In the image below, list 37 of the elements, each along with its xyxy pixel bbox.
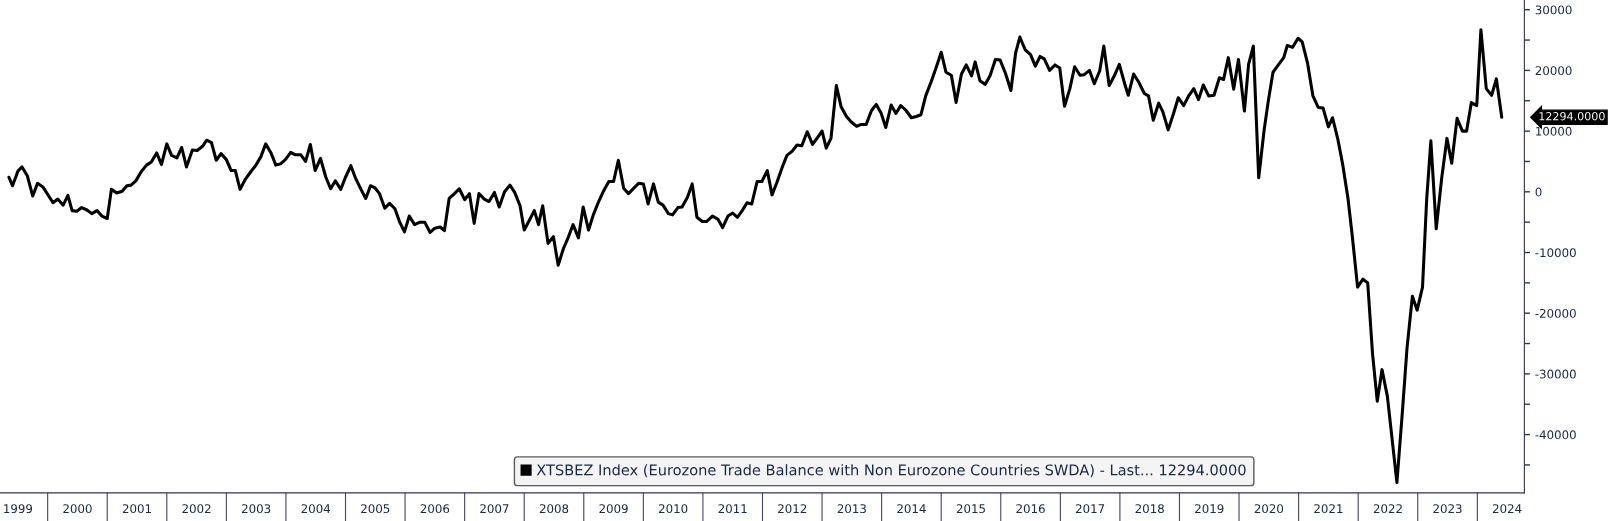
y-tick-label: -10000 — [1535, 248, 1576, 258]
x-tick-label: 2012 — [778, 504, 807, 514]
y-tick-label: 10000 — [1536, 126, 1572, 136]
x-tick-label: 2019 — [1195, 504, 1224, 514]
x-tick-label: 2013 — [837, 504, 866, 514]
x-tick-label: 2010 — [658, 504, 688, 514]
x-tick-label: 2017 — [1075, 504, 1105, 514]
x-tick-label: 2001 — [122, 504, 151, 514]
x-tick-label: 2004 — [301, 504, 331, 514]
x-tick-label: 2011 — [718, 504, 747, 514]
x-tick-label: 2020 — [1254, 504, 1284, 514]
y-tick-label: 20000 — [1535, 66, 1572, 76]
x-tick-label: 1999 — [4, 504, 33, 514]
y-tick-label: 30000 — [1535, 5, 1572, 15]
x-tick-label: 2023 — [1433, 504, 1462, 514]
x-tick-label: 2009 — [599, 504, 628, 514]
x-tick-label: 2008 — [539, 504, 569, 514]
x-tick-label: 2016 — [1016, 504, 1045, 514]
x-tick-label: 2000 — [63, 504, 92, 514]
y-tick-label: -20000 — [1535, 308, 1576, 318]
line-series — [7, 28, 1504, 485]
y-tick-label: -40000 — [1535, 430, 1576, 440]
x-tick-label: 2021 — [1314, 504, 1343, 514]
x-tick-label: 2005 — [361, 504, 390, 514]
x-tick-label: 2014 — [897, 504, 926, 514]
legend-label: XTSBEZ Index (Eurozone Trade Balance with Non Eurozone Countries SWDA) - Last... 12294.0000 — [536, 464, 1246, 478]
x-tick-label: 2018 — [1135, 504, 1164, 514]
x-tick-label: 2003 — [241, 504, 271, 514]
x-tick-label: 2022 — [1373, 504, 1402, 514]
x-tick-label: 2007 — [480, 504, 509, 514]
y-tick-label: 0 — [1535, 187, 1542, 197]
x-tick-label: 2002 — [182, 504, 211, 514]
x-tick-label: 2006 — [420, 504, 450, 514]
y-tick-label: -30000 — [1535, 369, 1576, 379]
x-tick-label: 2015 — [956, 504, 985, 514]
text: 12294.0000 — [1539, 112, 1605, 121]
x-tick-label: 2024 — [1492, 504, 1522, 514]
